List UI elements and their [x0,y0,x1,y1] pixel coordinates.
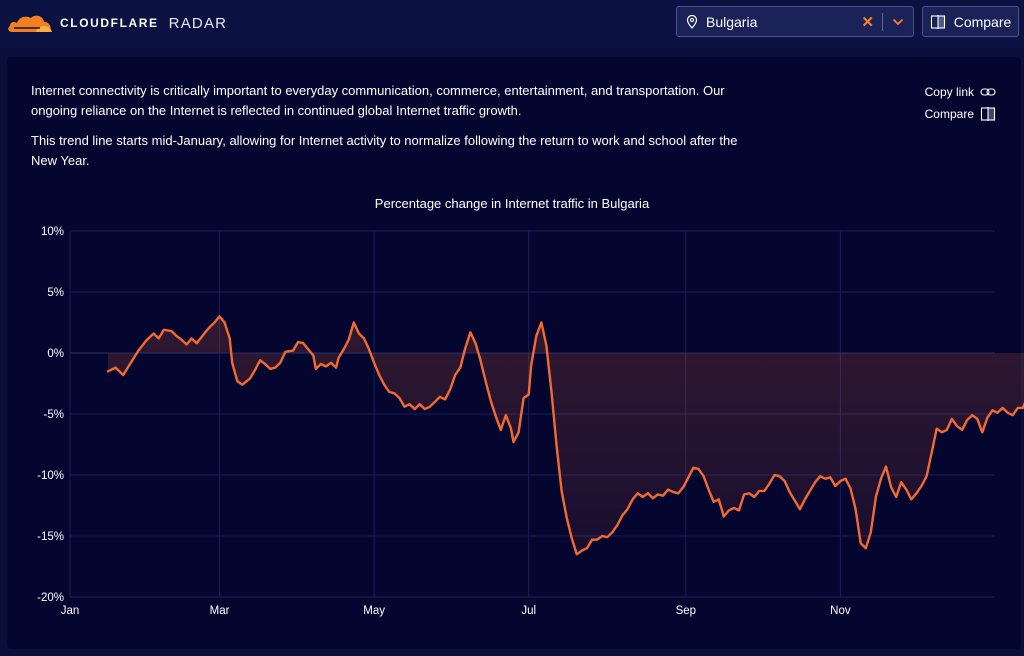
y-tick-label: -10% [37,470,64,482]
y-tick-label: -15% [37,531,64,543]
x-tick-label: May [363,605,385,617]
copy-link-label[interactable]: Copy link [924,85,974,99]
y-tick-label: 5% [47,287,64,299]
intro-paragraph-2: This trend line starts mid-January, allo… [31,133,738,168]
compare-button-label[interactable]: Compare [953,13,1012,30]
top-bar: CLOUDFLARE RADAR Bulgaria ✕ Compare [0,0,1024,48]
y-tick-label: -5% [44,409,64,421]
intro-paragraph-1: Internet connectivity is critically impo… [31,83,725,118]
divider [882,12,883,31]
link-icon [980,88,996,96]
product-name: RADAR [168,14,228,32]
card-actions: Copy link Compare [925,81,996,125]
x-tick-label: Jul [521,605,536,617]
series-area-fill [108,316,1024,555]
series-line [106,315,1024,556]
compare-button[interactable]: Compare [922,6,1019,37]
location-value[interactable]: Bulgaria [706,13,758,30]
cloudflare-radar-logo[interactable]: CLOUDFLARE RADAR [6,10,227,36]
y-tick-label: -20% [37,592,64,604]
cloudflare-cloud-icon [8,15,52,32]
x-tick-label: Sep [676,605,696,617]
compare-icon [980,107,996,121]
compare-link-label[interactable]: Compare [924,107,974,121]
compare-icon [930,14,945,29]
y-tick-label: 10% [41,226,64,238]
location-select[interactable]: Bulgaria ✕ [676,6,914,37]
x-tick-label: Jan [61,605,80,617]
copy-link-button[interactable]: Copy link [925,81,996,103]
compare-link[interactable]: Compare [925,103,996,125]
close-icon[interactable]: ✕ [861,13,874,31]
y-axis: 10% 5% 0% -5% -10% -15% -20% [37,226,64,604]
x-tick-label: Nov [830,605,851,617]
chevron-down-icon[interactable] [892,18,904,26]
y-tick-label: 0% [47,348,64,360]
location-pin-icon [686,14,698,29]
intro-text: Internet connectivity is critically impo… [31,81,766,181]
brand-name: CLOUDFLARE [60,16,159,30]
chart-grid [69,230,995,598]
x-axis: Jan Mar May Jul Sep Nov [61,605,851,617]
x-tick-label: Mar [210,605,230,617]
chart-title: Percentage change in Internet traffic in… [374,196,650,211]
